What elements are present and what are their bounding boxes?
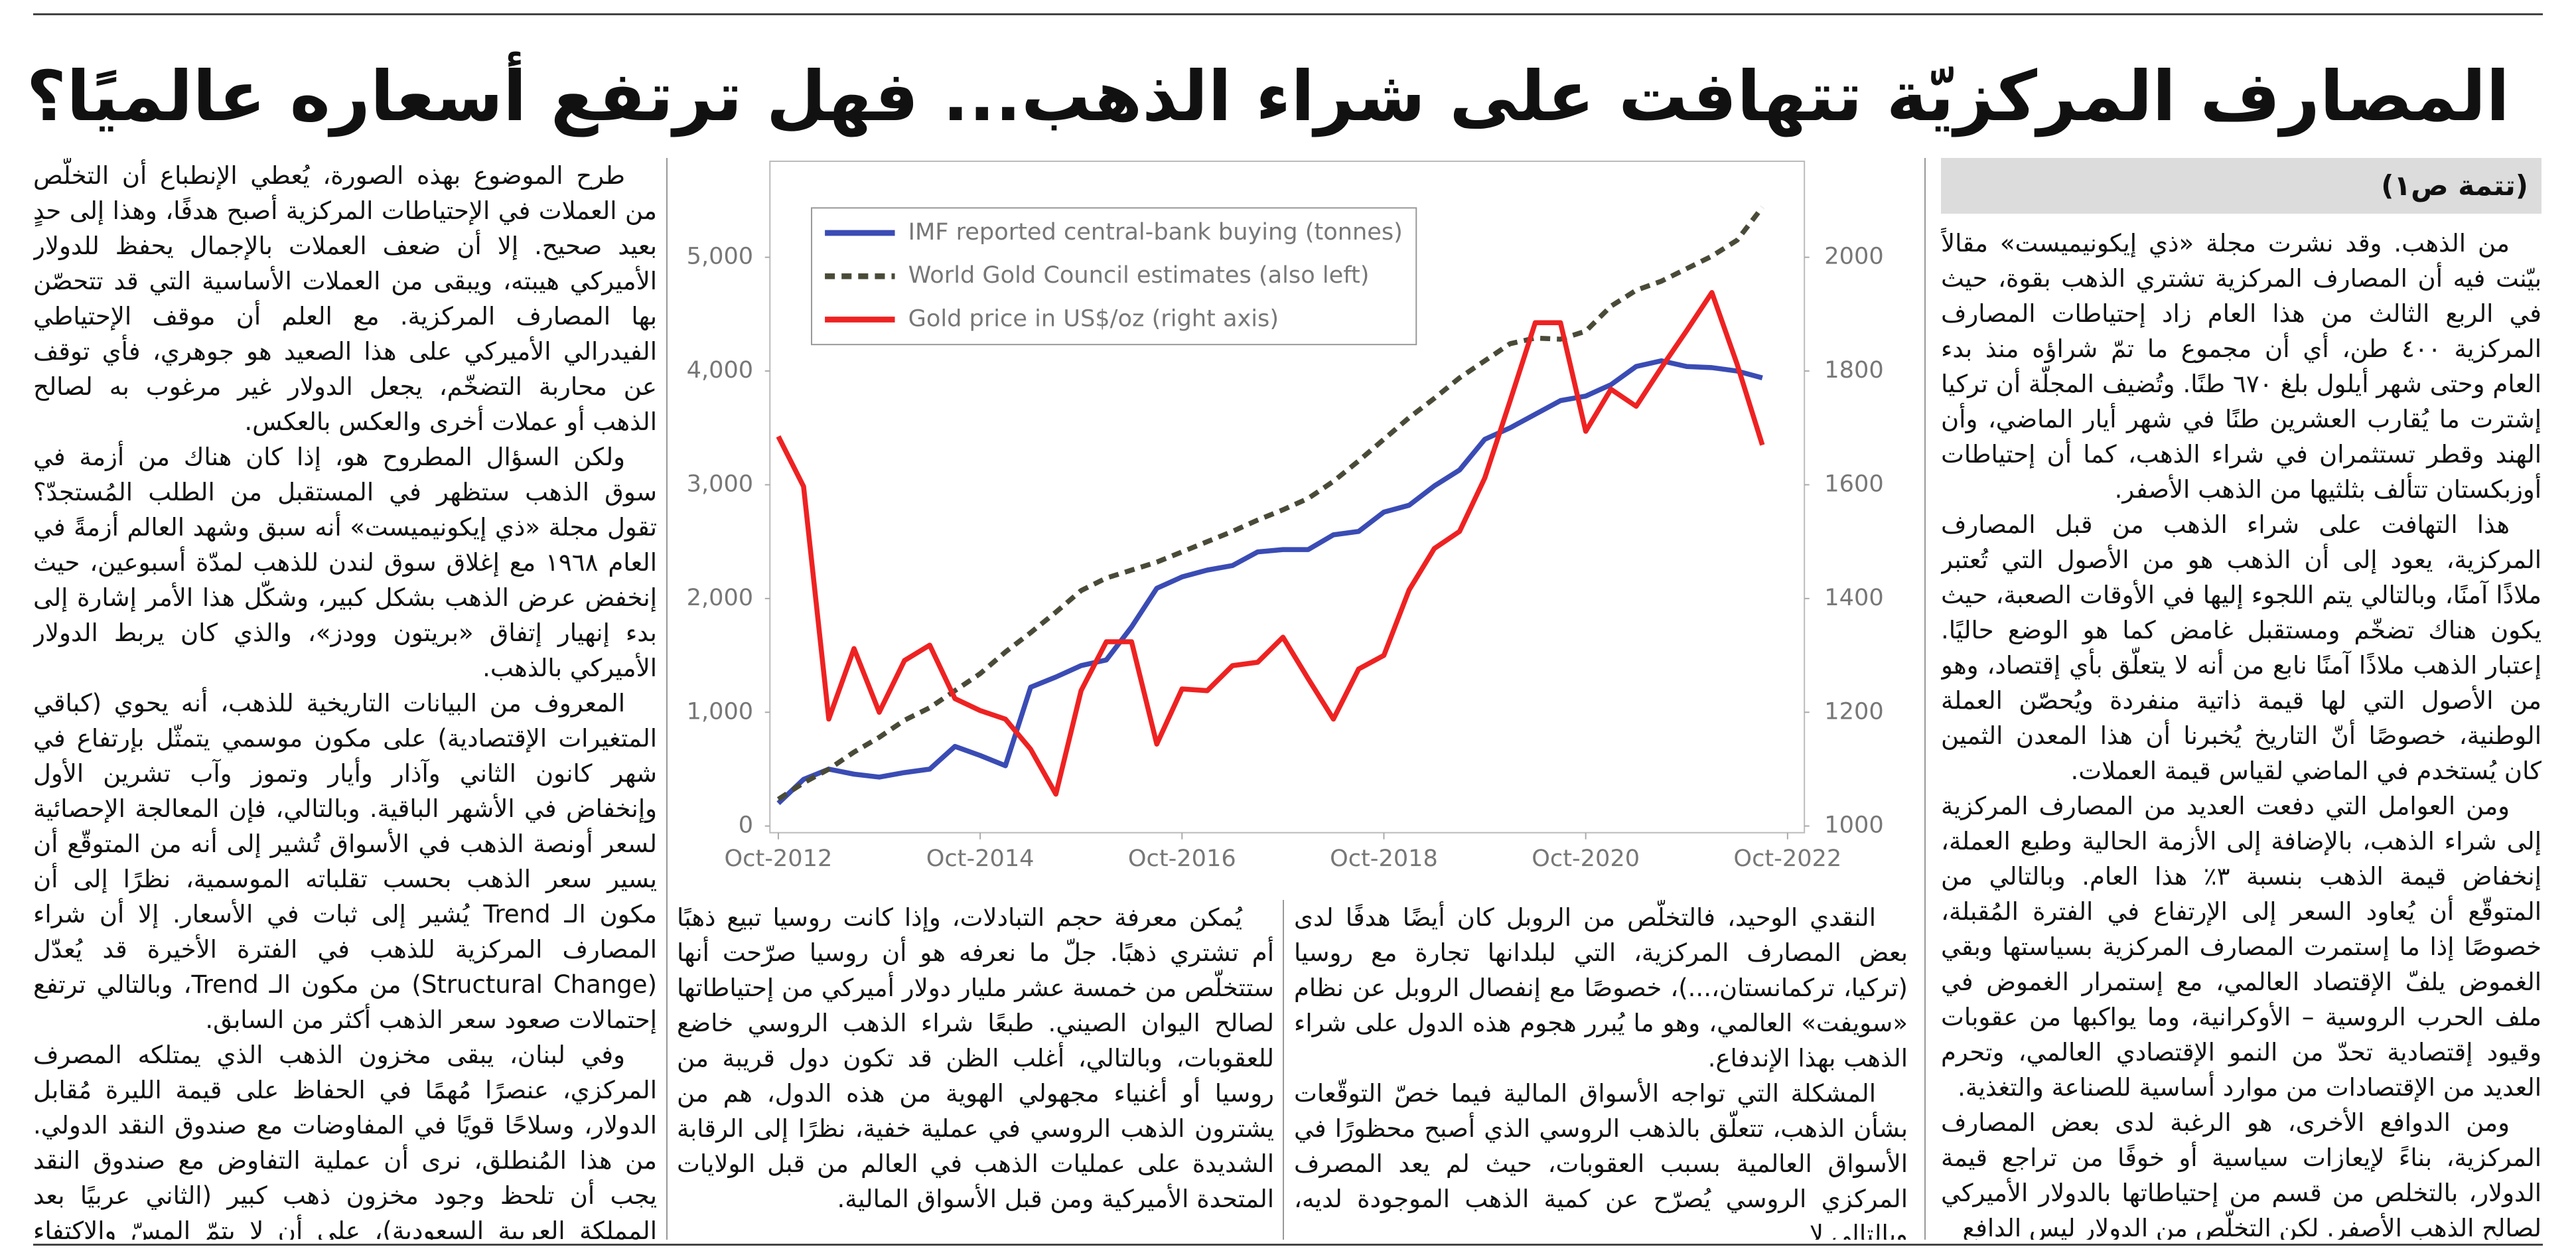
bottom-rule bbox=[33, 1244, 2543, 1246]
x-tick-label: Oct-2022 bbox=[1733, 845, 1841, 872]
x-tick-label: Oct-2016 bbox=[1128, 845, 1236, 872]
y-tick-label: 1,000 bbox=[687, 698, 754, 725]
column-divider bbox=[1283, 900, 1284, 1240]
paragraph: يُمكن معرفة حجم التبادلات، وإذا كانت روس… bbox=[677, 903, 1274, 1213]
text-column: النقدي الوحيد، فالتخلّص من الروبل كان أي… bbox=[1294, 900, 1908, 1240]
x-tick-label: Oct-2018 bbox=[1330, 845, 1438, 872]
y2-tick-label: 2000 bbox=[1824, 243, 1883, 270]
y-tick-label: 2,000 bbox=[687, 584, 754, 611]
text-column: يُمكن معرفة حجم التبادلات، وإذا كانت روس… bbox=[677, 900, 1274, 1240]
legend-label: IMF reported central-bank buying (tonnes… bbox=[908, 218, 1403, 246]
series-line bbox=[776, 358, 1763, 806]
y-tick-label: 5,000 bbox=[687, 243, 754, 270]
x-tick-label: Oct-2020 bbox=[1532, 845, 1640, 872]
x-tick-label: Oct-2012 bbox=[725, 845, 833, 872]
paragraph: ومن الدوافع الأخرى، هو الرغبة لدى بعض ال… bbox=[1941, 1108, 2541, 1240]
paragraph: ومن العوامل التي دفعت العديد من المصارف … bbox=[1941, 792, 2541, 1102]
series-line bbox=[776, 290, 1765, 797]
paragraph: النقدي الوحيد، فالتخلّص من الروبل كان أي… bbox=[1294, 903, 1908, 1072]
legend-label: Gold price in US$/oz (right axis) bbox=[908, 305, 1279, 332]
x-tick-label: Oct-2014 bbox=[926, 845, 1035, 872]
paragraph: وفي لبنان، يبقى مخزون الذهب الذي يمتلكه … bbox=[33, 1041, 657, 1240]
paragraph: طرح الموضوع بهذه الصورة، يُعطي الإنطباع … bbox=[33, 161, 657, 436]
chart: 0 1,000 2,000 3,000 4,000 5,000 1000 1200 1400 16… bbox=[687, 161, 1884, 872]
text-column: من الذهب. وقد نشرت مجلة «ذي إيكونيميست» … bbox=[1941, 226, 2541, 1240]
paragraph: هذا التهافت على شراء الذهب من قبل المصار… bbox=[1941, 510, 2541, 785]
legend-box bbox=[811, 207, 1417, 346]
headline: المصارف المركزيّة تتهافت على شراء الذهب.… bbox=[26, 56, 2510, 137]
y2-tick-label: 1200 bbox=[1824, 698, 1883, 725]
paragraph: ولكن السؤال المطروح هو، إذا كان هناك من … bbox=[33, 443, 657, 682]
column-divider bbox=[666, 158, 668, 1240]
column-divider bbox=[1924, 158, 1926, 1240]
y2-tick-label: 1600 bbox=[1824, 470, 1883, 497]
paragraph: المشكلة التي تواجه الأسواق المالية فيما … bbox=[1294, 1079, 1908, 1240]
continued-box: (تتمة ص١) bbox=[1941, 158, 2541, 214]
paragraph: من الذهب. وقد نشرت مجلة «ذي إيكونيميست» … bbox=[1941, 229, 2541, 504]
y2-tick-label: 1400 bbox=[1824, 584, 1883, 611]
y2-tick-label: 1000 bbox=[1824, 812, 1883, 839]
paragraph: المعروف من البيانات التاريخية للذهب، أنه… bbox=[33, 689, 657, 1034]
top-rule bbox=[33, 13, 2543, 15]
text-column: طرح الموضوع بهذه الصورة، يُعطي الإنطباع … bbox=[33, 158, 657, 1240]
y-tick-label: 0 bbox=[739, 812, 753, 839]
series-line bbox=[776, 205, 1764, 802]
y-tick-label: 3,000 bbox=[687, 470, 754, 497]
y2-tick-label: 1800 bbox=[1824, 356, 1883, 384]
legend-label: World Gold Council estimates (also left) bbox=[908, 261, 1370, 289]
y-tick-label: 4,000 bbox=[687, 356, 754, 384]
